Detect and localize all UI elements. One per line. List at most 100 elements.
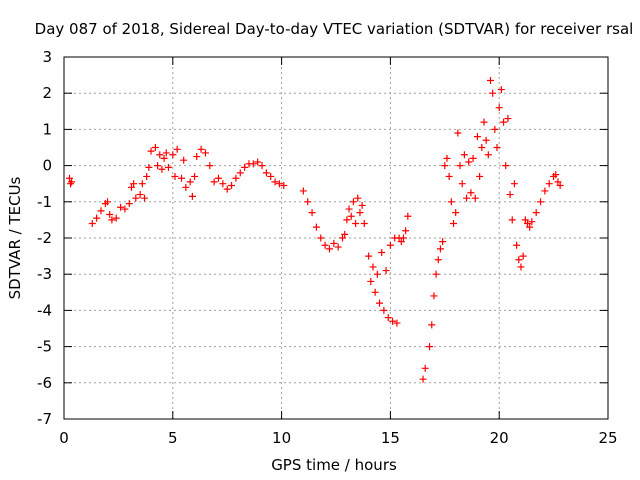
data-point [271, 178, 279, 186]
data-point [186, 178, 194, 186]
data-point [236, 169, 244, 177]
data-point [378, 248, 386, 256]
y-axis-label: SDTVAR / TECUs [6, 176, 24, 299]
data-point [356, 209, 364, 217]
data-point [484, 151, 492, 159]
y-tick-label: -5 [37, 338, 52, 356]
data-point [358, 201, 366, 209]
data-point [330, 239, 338, 247]
data-point [428, 321, 436, 329]
data-point [397, 238, 405, 246]
data-point [489, 89, 497, 97]
data-point [513, 241, 521, 249]
data-point [117, 203, 125, 211]
data-point [523, 220, 531, 228]
data-point [432, 270, 440, 278]
data-point [223, 185, 231, 193]
y-tick-label: -6 [37, 374, 52, 392]
data-point [493, 144, 501, 151]
data-point [325, 245, 333, 253]
data-point [280, 182, 288, 190]
data-point [334, 243, 342, 251]
x-tick-label: 10 [272, 429, 291, 447]
data-point [169, 151, 177, 159]
data-point [404, 212, 412, 220]
data-point [556, 182, 564, 190]
y-tick-label: -3 [37, 265, 52, 283]
data-point [352, 220, 360, 228]
y-tick-label: -1 [37, 193, 52, 211]
data-point [191, 172, 199, 180]
data-point [145, 163, 153, 171]
data-point [467, 189, 475, 197]
data-point [393, 319, 401, 327]
data-point [447, 198, 455, 206]
data-point [147, 147, 155, 155]
data-point [158, 165, 166, 173]
data-point [480, 118, 488, 126]
data-point [521, 216, 529, 224]
data-point [193, 153, 201, 161]
data-point [380, 306, 388, 314]
data-point [495, 104, 503, 112]
x-tick-label: 5 [168, 429, 178, 447]
data-point [125, 200, 133, 208]
data-point [232, 174, 240, 182]
data-point [369, 263, 377, 271]
data-point [441, 162, 449, 170]
data-point [68, 178, 76, 186]
data-point [136, 191, 144, 199]
data-point [354, 194, 362, 202]
data-point [343, 216, 351, 224]
data-point [386, 241, 394, 249]
data-point [508, 216, 516, 224]
data-point [469, 154, 477, 162]
data-point [517, 263, 525, 271]
data-point [497, 86, 505, 94]
data-point [554, 178, 562, 186]
data-point [399, 234, 407, 242]
data-point [500, 118, 508, 126]
data-point [162, 149, 170, 157]
data-point [210, 178, 218, 186]
data-point [112, 214, 120, 222]
data-point [519, 252, 527, 260]
data-point [430, 292, 438, 300]
data-point [132, 194, 140, 202]
data-point [258, 162, 266, 170]
y-tick-label: 0 [42, 157, 52, 175]
data-point [214, 174, 222, 182]
data-point [317, 234, 325, 242]
data-point [141, 194, 149, 202]
data-point [465, 158, 473, 166]
data-point [506, 191, 514, 199]
data-point [389, 317, 397, 325]
data-point [463, 194, 471, 202]
x-axis-label: GPS time / hours [271, 456, 397, 474]
x-tick-label: 15 [381, 429, 400, 447]
data-point [382, 267, 390, 275]
x-tick-label: 0 [59, 429, 69, 447]
data-point [545, 180, 553, 188]
data-point [510, 180, 518, 188]
data-point [526, 223, 534, 231]
y-tick-label: 2 [42, 84, 52, 102]
data-point [339, 234, 347, 242]
data-point [160, 154, 168, 162]
data-point [349, 198, 357, 206]
data-point [249, 160, 257, 168]
data-point [241, 163, 249, 171]
data-point [471, 194, 479, 202]
data-point [345, 205, 353, 213]
data-point [308, 209, 316, 217]
data-point [188, 192, 196, 200]
data-point [552, 171, 560, 179]
data-point [121, 205, 129, 213]
y-tick-label: 1 [42, 120, 52, 138]
data-point [108, 216, 116, 224]
data-point [88, 220, 96, 228]
data-point [376, 299, 384, 307]
data-point [97, 207, 105, 215]
data-point [421, 364, 429, 372]
